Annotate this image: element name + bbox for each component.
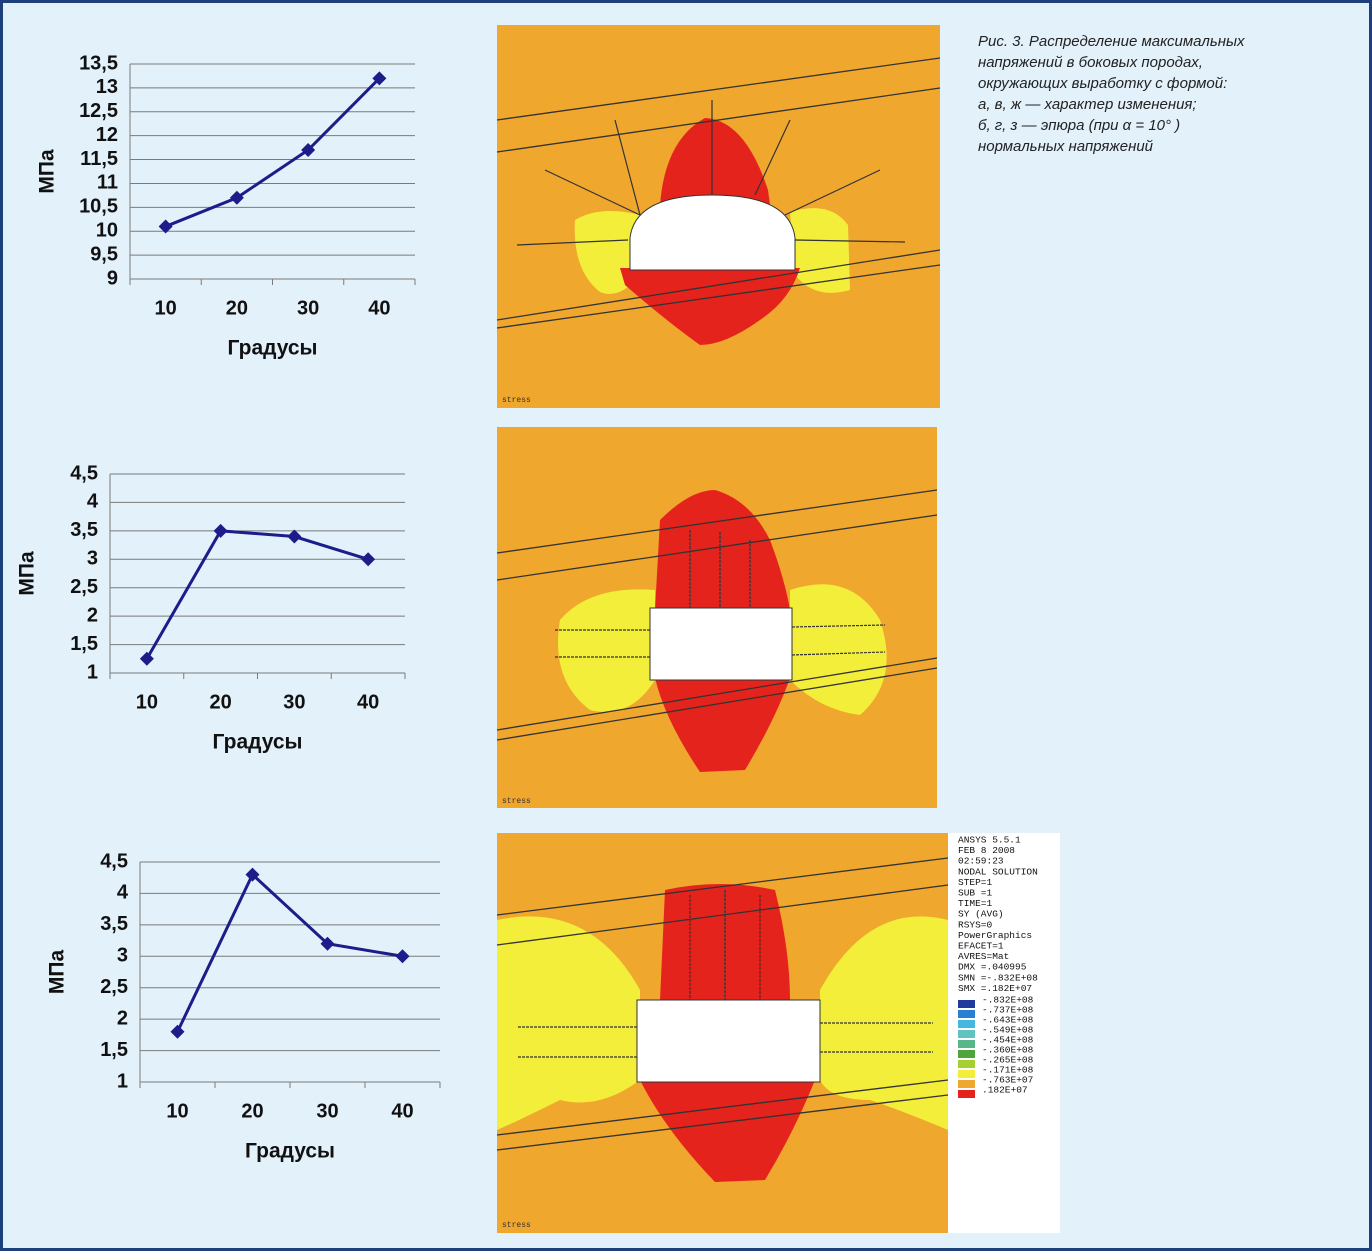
ansys-info: ANSYS 5.5.1 bbox=[958, 835, 1021, 846]
x-axis-title: Градусы bbox=[245, 1140, 335, 1163]
ansys-info: AVRES=Mat bbox=[958, 951, 1009, 962]
y-tick-label: 10,5 bbox=[79, 196, 118, 218]
y-axis-title: МПа bbox=[46, 950, 69, 995]
y-tick-label: 12 bbox=[96, 124, 118, 146]
ansys-scale: .182E+07 bbox=[982, 1085, 1028, 1096]
y-tick-label: 2,5 bbox=[100, 976, 128, 998]
y-tick-label: 3,5 bbox=[70, 519, 98, 541]
x-axis-title: Градусы bbox=[213, 731, 303, 754]
y-tick-label: 9,5 bbox=[90, 243, 118, 265]
y-axis-title: МПа bbox=[36, 149, 59, 194]
y-tick-label: 4 bbox=[87, 491, 99, 513]
ansys-info: 02:59:23 bbox=[958, 856, 1004, 867]
ansys-info: SMX =.182E+07 bbox=[958, 983, 1032, 994]
ansys-info: NODAL SOLUTION bbox=[958, 866, 1038, 877]
x-axis-title: Градусы bbox=[228, 337, 318, 360]
caption-line: нормальных напряжений bbox=[978, 138, 1154, 155]
stress-figure: stress bbox=[497, 427, 937, 808]
caption-line: а, в, ж — характер изменения; bbox=[978, 96, 1197, 113]
y-tick-label: 11,5 bbox=[80, 148, 118, 170]
y-tick-label: 12,5 bbox=[79, 100, 118, 122]
x-tick-label: 40 bbox=[368, 297, 390, 319]
y-tick-label: 11 bbox=[97, 172, 118, 194]
y-tick-label: 3 bbox=[87, 548, 98, 570]
x-tick-label: 10 bbox=[136, 691, 158, 713]
y-tick-label: 4,5 bbox=[100, 850, 128, 872]
y-tick-label: 2 bbox=[117, 1007, 128, 1029]
x-tick-label: 40 bbox=[357, 691, 379, 713]
x-tick-label: 20 bbox=[241, 1100, 263, 1122]
caption-line: напряжений в боковых породах, bbox=[978, 54, 1203, 71]
figure-label: stress bbox=[502, 396, 531, 405]
y-tick-label: 1,5 bbox=[100, 1039, 128, 1061]
ansys-info: EFACET=1 bbox=[958, 941, 1004, 952]
ansys-info: SMN =-.832E+08 bbox=[958, 972, 1038, 983]
caption-line: Рис. 3. Распределение максимальных bbox=[978, 33, 1245, 50]
caption-line: б, г, з — эпюра (при α = 10° ) bbox=[978, 117, 1180, 134]
y-tick-label: 9 bbox=[107, 267, 118, 289]
ansys-info: SY (AVG) bbox=[958, 909, 1004, 920]
y-tick-label: 2 bbox=[87, 604, 98, 626]
y-tick-label: 3,5 bbox=[100, 913, 128, 935]
y-tick-label: 2,5 bbox=[70, 576, 98, 598]
x-tick-label: 30 bbox=[316, 1100, 338, 1122]
page: stress stress stress Рис. 3. Распределе bbox=[0, 0, 1372, 1251]
y-tick-label: 1 bbox=[87, 661, 98, 683]
ansys-info: TIME=1 bbox=[958, 898, 993, 909]
y-tick-label: 13,5 bbox=[79, 52, 118, 74]
ansys-info: SUB =1 bbox=[958, 888, 993, 899]
ansys-info: FEB 8 2008 bbox=[958, 845, 1015, 856]
y-tick-label: 3 bbox=[117, 945, 128, 967]
stress-figure: stress bbox=[497, 25, 940, 408]
caption-line: окружающих выработку с формой: bbox=[978, 75, 1227, 92]
x-tick-label: 30 bbox=[297, 297, 319, 319]
figure-label: stress bbox=[502, 797, 531, 806]
y-tick-label: 13 bbox=[96, 76, 118, 98]
ansys-info: STEP=1 bbox=[958, 877, 993, 888]
ansys-info: PowerGraphics bbox=[958, 930, 1032, 941]
x-tick-label: 40 bbox=[391, 1100, 413, 1122]
y-tick-label: 1,5 bbox=[70, 633, 98, 655]
y-tick-label: 1 bbox=[117, 1070, 128, 1092]
y-tick-label: 10 bbox=[96, 220, 118, 242]
ansys-info: RSYS=0 bbox=[958, 919, 993, 930]
y-tick-label: 4 bbox=[117, 882, 129, 904]
figure-label: stress bbox=[502, 1221, 531, 1230]
ansys-info: DMX =.040995 bbox=[958, 962, 1027, 973]
y-axis-title: МПа bbox=[16, 551, 39, 596]
y-tick-label: 4,5 bbox=[70, 462, 98, 484]
x-tick-label: 20 bbox=[226, 297, 248, 319]
x-tick-label: 20 bbox=[210, 691, 232, 713]
x-tick-label: 10 bbox=[155, 297, 177, 319]
x-tick-label: 30 bbox=[283, 691, 305, 713]
x-tick-label: 10 bbox=[166, 1100, 188, 1122]
